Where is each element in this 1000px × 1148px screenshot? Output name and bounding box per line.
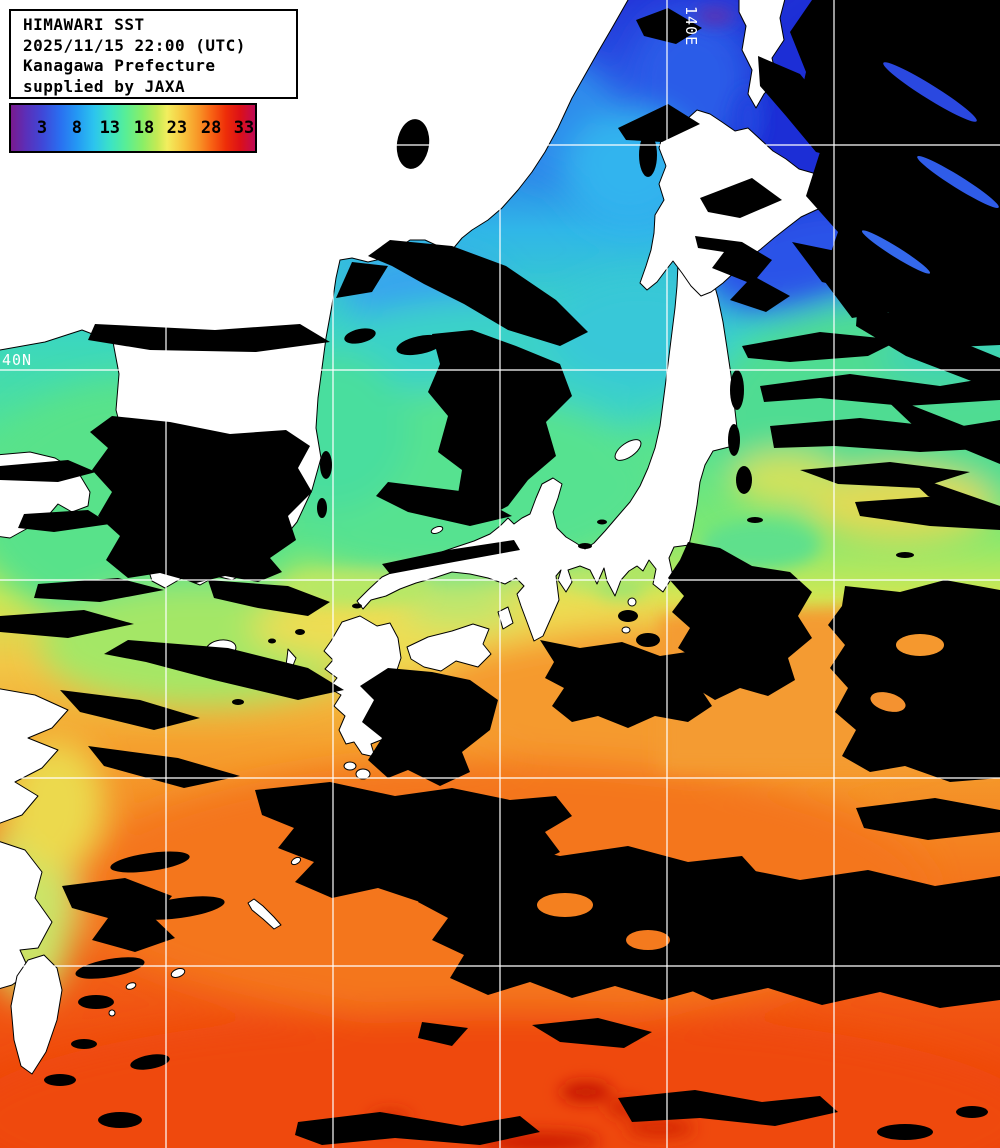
colorbar-tick: 18 [133, 118, 155, 138]
cloud-patch [360, 668, 498, 786]
colorbar-tick: 13 [99, 118, 121, 138]
colorbar-tick: 28 [200, 118, 222, 138]
land-izu-oshima [627, 597, 637, 607]
cloud-patch [396, 334, 444, 356]
cloud-patch [71, 1039, 97, 1049]
land-sado [614, 439, 642, 461]
land-okinawa [247, 898, 282, 930]
data-credit: supplied by JAXA [23, 76, 186, 96]
cloud-patch [317, 498, 327, 518]
cloud-patch [320, 451, 332, 479]
colorbar-tick: 23 [166, 118, 188, 138]
cloud-speck [232, 699, 244, 705]
latitude-label-40n: 40N [2, 351, 32, 369]
cloud-patch [758, 56, 846, 160]
cloud-patch [668, 542, 812, 700]
cloud-patch [44, 1074, 76, 1086]
cloud-patch [792, 242, 930, 302]
cloud-patch [104, 640, 344, 700]
cloud-patch [730, 370, 744, 410]
colorbar-tick: 8 [71, 118, 82, 138]
cloud-patch [828, 580, 1000, 782]
cloud-patch [532, 1018, 652, 1048]
cloud-patch [344, 328, 376, 344]
cloud-patch [855, 496, 1000, 530]
cloud-patch [110, 851, 190, 873]
product-title: HIMAWARI SST [23, 15, 145, 34]
land-tanegashima [343, 761, 357, 771]
cloud-patch [639, 133, 657, 177]
cloud-patch [130, 1054, 170, 1070]
land-ishigaki [125, 982, 137, 990]
land-shikoku [406, 623, 492, 672]
cloud-patch [877, 1124, 933, 1140]
cloud-patch [700, 178, 782, 218]
cloud-speck [268, 638, 276, 644]
cloud-patch [98, 1112, 142, 1128]
cloud-patch [648, 866, 1000, 1008]
cloud-patch [382, 540, 520, 574]
observation-datetime: 2025/11/15 22:00 (UTC) [23, 35, 246, 55]
land-awaji [497, 606, 514, 630]
cloud-patch [540, 640, 718, 728]
land-china-coast-south [0, 841, 53, 990]
cloud-hole-streaks [537, 62, 999, 950]
cloud-patch [956, 1106, 988, 1118]
cloud-patch [636, 8, 702, 44]
cloud-patch [636, 633, 660, 647]
cloud-speck [747, 517, 763, 523]
land-miyako [170, 968, 186, 978]
cloud-patch [60, 690, 200, 730]
cloud-patch [18, 510, 110, 532]
cloud-patch [295, 1112, 540, 1145]
cloud-speck [597, 519, 607, 525]
cloud-patch [760, 374, 1000, 406]
cloud-speck [896, 552, 914, 558]
cloud-patch [88, 324, 330, 352]
land-yakushima [355, 768, 371, 780]
colorbar-tick: 3 [36, 118, 48, 138]
colorbar-tick: 33 [233, 118, 255, 138]
cloud-patch [62, 878, 175, 952]
land-china-coast-north [0, 688, 69, 824]
info-box: HIMAWARI SST 2025/11/15 22:00 (UTC) Kana… [9, 9, 298, 99]
land-oki [430, 526, 444, 534]
land-amami [290, 856, 302, 866]
cloud-patch [418, 1022, 468, 1046]
cloud-patch [208, 580, 330, 616]
cloud-patch [368, 240, 588, 346]
cloud-speck [295, 629, 305, 635]
cloud-patch [856, 798, 1000, 840]
cloud-patch [0, 610, 134, 638]
land-izu-islet [621, 626, 631, 634]
cloud-patch [770, 418, 1000, 452]
cloud-patch [742, 332, 900, 362]
cloud-speck [578, 543, 592, 549]
longitude-label-140e: 140E [682, 6, 700, 46]
land-islet [108, 1009, 116, 1017]
cloud-patch [856, 300, 1000, 392]
cloud-patch [728, 424, 740, 456]
cloud-patch [34, 578, 164, 602]
cloud-patch [618, 610, 638, 622]
cloud-patch [336, 262, 388, 298]
region-name: Kanagawa Prefecture [23, 56, 216, 75]
cloud-patch [618, 1090, 838, 1126]
cloud-speck [352, 603, 362, 609]
cloud-patch [736, 466, 752, 494]
cloud-patch [135, 896, 225, 920]
cloud-patch [78, 995, 114, 1009]
cloud-patch [376, 482, 512, 526]
lake-khanka [396, 119, 430, 169]
cloud-patch [90, 416, 312, 583]
cloud-patch [75, 957, 145, 979]
cloud-patch [0, 460, 96, 482]
cloud-patch [800, 462, 970, 488]
cloud-patch [618, 104, 700, 142]
cloud-patch [695, 236, 790, 312]
temperature-colorbar: 3 8 13 18 23 28 33 [9, 103, 257, 153]
